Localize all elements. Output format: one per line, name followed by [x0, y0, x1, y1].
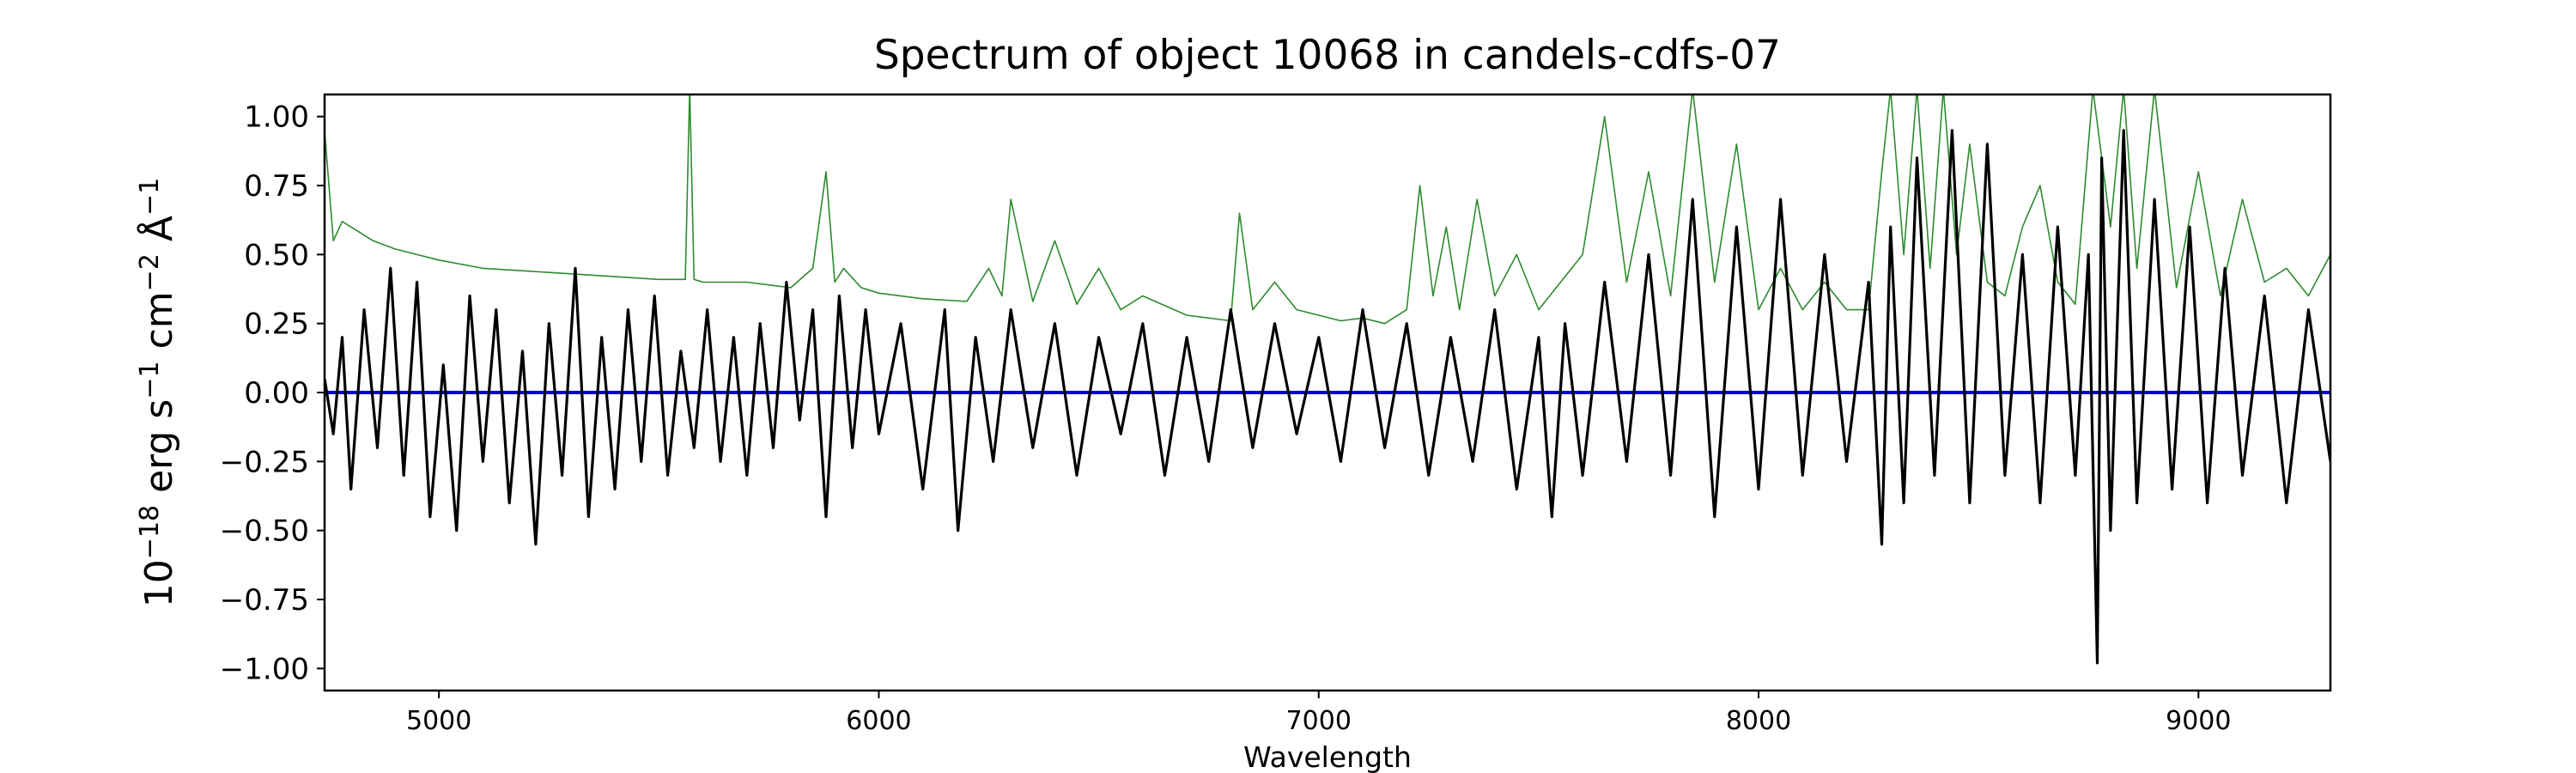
y-tick-label: 0.50 [244, 238, 309, 272]
chart-title: Spectrum of object 10068 in candels-cdfs… [874, 32, 1781, 79]
x-tick-label: 8000 [1726, 706, 1791, 736]
x-tick-label: 5000 [406, 706, 471, 736]
y-axis: 1.00 0.75 0.50 0.25 0.00 −0.25 −0.50 −0.75 −1.00 [220, 100, 325, 686]
y-label-ang: Å [136, 216, 181, 253]
x-tick-label: 9000 [2166, 706, 2231, 736]
x-axis-label: Wavelength [1243, 740, 1412, 773]
y-tick-label: 1.00 [244, 100, 309, 135]
x-tick-label: 7000 [1286, 706, 1352, 736]
y-tick-label: −0.75 [220, 583, 309, 618]
y-tick-label: 0.00 [244, 376, 309, 411]
y-axis-label: 10−18 erg s−1 cm−2 Å−1 [135, 178, 181, 607]
y-label-exp3: −2 [135, 253, 165, 291]
y-label-exp1: −18 [135, 505, 165, 559]
plot-area [325, 94, 2330, 665]
y-tick-label: 0.75 [244, 169, 309, 204]
flux-series-line [325, 129, 2330, 665]
y-label-exp4: −1 [135, 178, 165, 216]
x-axis: 5000 6000 7000 8000 9000 [406, 691, 2231, 736]
y-tick-label: −0.25 [220, 445, 309, 479]
y-label-cm: cm [137, 291, 181, 361]
y-label-base: 10 [137, 559, 181, 607]
y-label-exp2: −1 [135, 361, 165, 399]
y-tick-label: 0.25 [244, 307, 309, 342]
y-label-erg: erg s [137, 399, 181, 505]
y-tick-label: −0.50 [220, 514, 309, 549]
y-tick-label: −1.00 [220, 652, 309, 686]
x-tick-label: 6000 [846, 706, 911, 736]
error-series-line [325, 94, 2330, 325]
